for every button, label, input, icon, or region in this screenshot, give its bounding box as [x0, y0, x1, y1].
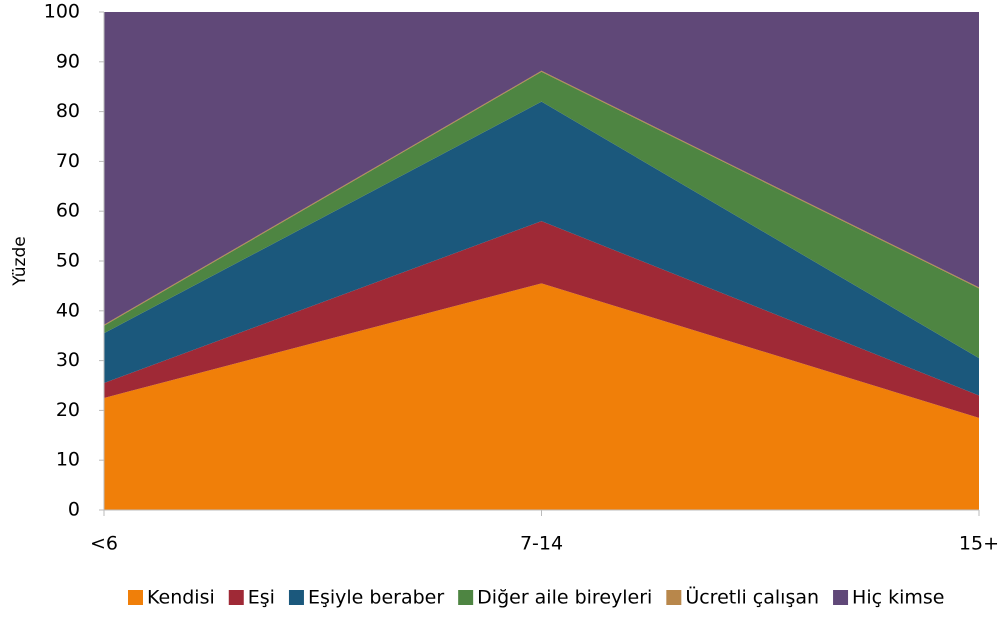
- legend-swatch: [288, 590, 304, 605]
- legend-label: Eşiyle beraber: [308, 587, 444, 609]
- legend-label: Hiç kimse: [852, 587, 944, 609]
- y-tick-label: 70: [56, 150, 80, 172]
- y-tick-label: 90: [56, 50, 80, 72]
- area: [104, 12, 979, 325]
- legend-swatch: [228, 590, 244, 605]
- legend-swatch: [666, 590, 682, 605]
- area: [104, 101, 979, 396]
- y-tick-label: 100: [44, 1, 80, 23]
- y-tick-label: 80: [56, 100, 80, 122]
- area: [104, 221, 979, 418]
- legend-label: Eşi: [248, 587, 275, 609]
- x-tick-label: 7-14: [520, 533, 563, 555]
- legend-swatch: [833, 590, 849, 605]
- y-tick-label: 20: [56, 399, 80, 421]
- legend-swatch: [128, 590, 143, 605]
- y-tick-label: 10: [56, 449, 80, 471]
- x-tick-label: 15+: [959, 533, 999, 555]
- legend-label: Ücretli çalışan: [685, 586, 819, 609]
- y-axis-label: Yüzde: [10, 236, 30, 286]
- y-tick-label: 40: [56, 299, 80, 321]
- y-tick-label: 50: [56, 250, 80, 272]
- legend-swatch: [458, 590, 474, 605]
- y-tick-label: 30: [56, 349, 80, 371]
- legend-label: Diğer aile bireyleri: [477, 587, 652, 609]
- area: [104, 283, 979, 510]
- x-tick-label: <6: [90, 533, 118, 555]
- area: [104, 71, 979, 359]
- y-tick-label: 60: [56, 200, 80, 222]
- y-tick-label: 0: [68, 499, 80, 521]
- legend-label: Kendisi: [147, 587, 215, 609]
